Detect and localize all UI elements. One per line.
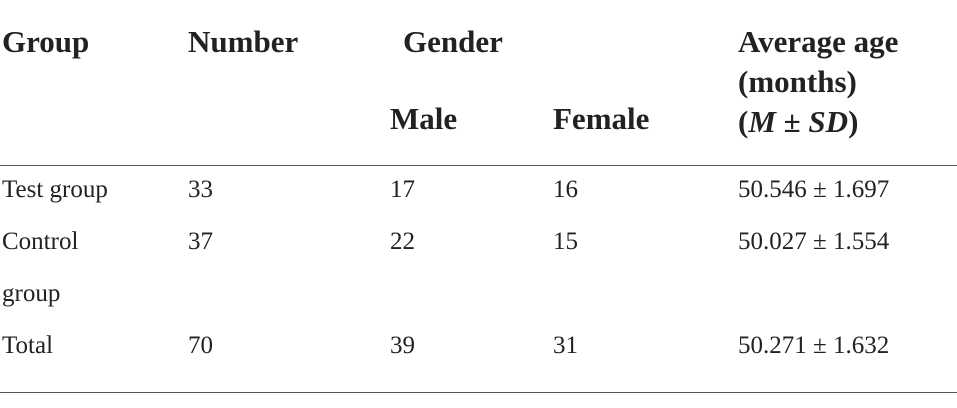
table-cell: 50.027 ± 1.554 — [738, 228, 890, 255]
table-cell: 39 — [390, 332, 415, 359]
table-cell: Total — [2, 332, 54, 359]
header-text: ± — [775, 104, 809, 139]
header-cell: (months) — [738, 64, 857, 99]
table-cell: 70 — [188, 332, 213, 359]
rule — [0, 165, 957, 166]
header-text: SD — [808, 104, 849, 139]
rule — [0, 392, 957, 393]
table-cell: 15 — [553, 228, 578, 255]
table-cell: 22 — [390, 228, 415, 255]
header-cell: Female — [553, 101, 650, 136]
header-text: ) — [848, 104, 859, 139]
header-text: M — [748, 104, 776, 139]
table-cell: Control group — [2, 228, 79, 307]
table-cell: 31 — [553, 332, 578, 359]
table-cell: 33 — [188, 176, 213, 203]
table-cell: 50.271 ± 1.632 — [738, 332, 890, 359]
header-text: ( — [738, 104, 749, 139]
table-cell: 50.546 ± 1.697 — [738, 176, 890, 203]
header-cell: Group — [2, 24, 90, 59]
table-cell: 17 — [390, 176, 415, 203]
header-cell: Number — [188, 24, 299, 59]
header-cell: Gender — [403, 24, 503, 59]
header-cell: Average age — [738, 24, 899, 59]
table-cell: 37 — [188, 228, 213, 255]
table-cell: Test group — [2, 176, 108, 203]
table-cell: 16 — [553, 176, 578, 203]
header-cell: Male — [390, 101, 458, 136]
header-cell: (M ± SD) — [738, 102, 858, 142]
